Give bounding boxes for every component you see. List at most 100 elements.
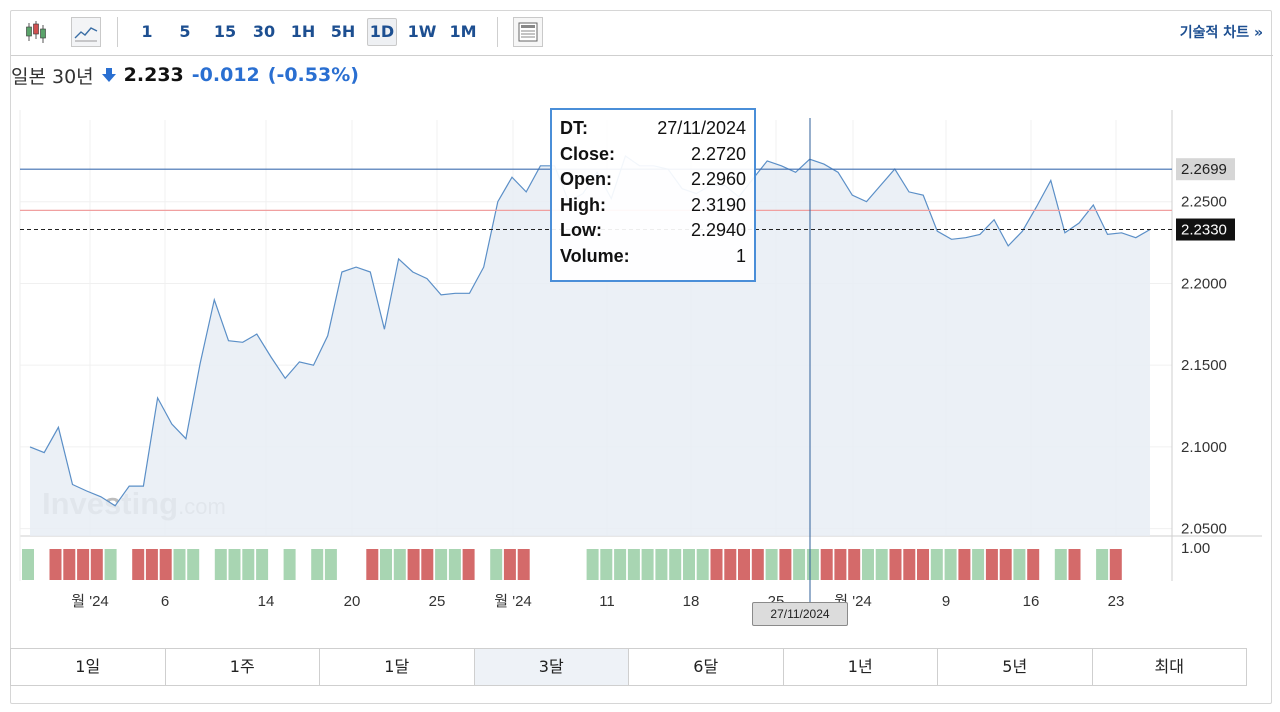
y-tick-label: 2.2500: [1181, 194, 1227, 211]
tooltip-row-dt: DT: 27/11/2024: [560, 118, 746, 138]
volume-bar: [958, 549, 971, 580]
tooltip-row-open: Open: 2.2960: [560, 169, 746, 190]
volume-bar: [641, 549, 654, 580]
range-5y[interactable]: 5년: [938, 649, 1093, 685]
volume-bar: [600, 549, 613, 580]
x-tick-label: 월 '24: [494, 593, 532, 610]
interval-1d[interactable]: 1D: [367, 18, 397, 46]
volume-bar: [104, 549, 117, 580]
interval-5h[interactable]: 5H: [330, 22, 356, 41]
volume-bar: [696, 549, 709, 580]
crosshair-date-label: 27/11/2024: [752, 602, 848, 626]
interval-15[interactable]: 15: [213, 22, 237, 41]
volume-bar: [917, 549, 929, 580]
volume-bar: [503, 549, 516, 580]
volume-bar: [848, 549, 861, 580]
last-price: 2.233: [123, 64, 184, 86]
volume-bar: [324, 549, 337, 580]
volume-bar: [930, 549, 943, 580]
range-3m[interactable]: 3달: [474, 649, 629, 685]
volume-bar: [366, 549, 379, 580]
range-max[interactable]: 최대: [1154, 657, 1184, 676]
volume-bar: [49, 549, 62, 580]
volume-bar: [159, 549, 172, 580]
volume-bar: [806, 549, 819, 580]
volume-bar: [448, 549, 461, 580]
volume-bar: [793, 549, 806, 580]
y-axis: 2.2500 2.2000 2.1500 2.1000 2.0500 2.2699 2.23…: [1176, 158, 1235, 557]
down-arrow-icon: [101, 68, 116, 82]
range-1d[interactable]: 1일: [11, 649, 166, 685]
range-1m[interactable]: 1달: [320, 649, 475, 685]
volume-bar: [710, 549, 723, 580]
volume-bar: [627, 549, 640, 580]
news-overlay-icon[interactable]: [513, 17, 543, 47]
volume-bar: [311, 549, 324, 580]
interval-1w[interactable]: 1W: [407, 22, 437, 41]
interval-1m[interactable]: 1M: [449, 22, 477, 41]
volume-bar: [1096, 549, 1109, 580]
quote-header: 일본 30년 2.233 -0.012 (-0.53%): [11, 60, 359, 90]
chart-widget: 1 5 15 30 1H 5H 1D 1W 1M 기술적 차트 »: [10, 10, 1273, 704]
volume-bar: [875, 549, 888, 580]
range-1w[interactable]: 1주: [166, 649, 320, 685]
tooltip-row-high: High: 2.3190: [560, 194, 746, 215]
volume-bar: [22, 549, 34, 580]
volume-bar: [517, 549, 530, 580]
volume-bar: [90, 549, 103, 580]
technical-chart-link[interactable]: 기술적 차트 »: [1179, 25, 1263, 41]
x-tick-label: 6: [161, 593, 169, 610]
volume-bar: [779, 549, 792, 580]
x-tick-label: 16: [1023, 593, 1040, 610]
x-tick-label: 20: [344, 593, 361, 610]
tooltip-row-volume: Volume: 1: [560, 245, 746, 266]
interval-30[interactable]: 30: [252, 22, 276, 41]
price-area: [30, 156, 1150, 536]
x-tick-label: 14: [258, 593, 275, 610]
price-tag-label: 2.2699: [1181, 161, 1227, 178]
volume-bar: [614, 549, 627, 580]
volume-bar: [765, 549, 778, 580]
toolbar-divider: [497, 17, 498, 47]
volume-bar: [187, 549, 200, 580]
volume-bar: [77, 549, 90, 580]
volume-bar: [944, 549, 957, 580]
x-tick-label: 23: [1108, 593, 1125, 610]
volume-bar: [655, 549, 668, 580]
volume-bar: [435, 549, 448, 580]
volume-bar: [903, 549, 916, 580]
volume-bar: [421, 549, 434, 580]
price-tag-label: 2.2330: [1181, 222, 1227, 239]
volume-bar: [173, 549, 186, 580]
volume-bar: [820, 549, 833, 580]
y-tick-label: 2.0500: [1181, 521, 1227, 538]
x-tick-label: 18: [683, 593, 700, 610]
volume-bar: [228, 549, 241, 580]
y-tick-label: 2.1500: [1181, 357, 1227, 374]
interval-5[interactable]: 5: [179, 22, 191, 41]
y-tick-label: 2.2000: [1181, 275, 1227, 292]
chart-toolbar: 1 5 15 30 1H 5H 1D 1W 1M 기술적 차트 »: [11, 11, 1273, 56]
range-1y[interactable]: 1년: [784, 649, 938, 685]
volume-bar: [256, 549, 269, 580]
volume-bar: [214, 549, 227, 580]
price-change-percent: (-0.53%): [267, 64, 359, 86]
x-tick-label: 11: [599, 593, 615, 610]
volume-bar: [63, 549, 76, 580]
volume-bar: [669, 549, 682, 580]
price-change: -0.012: [191, 64, 260, 86]
volume-bar: [145, 549, 158, 580]
volume-bar: [242, 549, 255, 580]
volume-bar: [1027, 549, 1040, 580]
volume-bar: [462, 549, 475, 580]
candlestick-chart-icon[interactable]: [21, 17, 51, 47]
volume-bar: [985, 549, 998, 580]
interval-1h[interactable]: 1H: [290, 22, 316, 41]
volume-bar: [393, 549, 406, 580]
interval-1[interactable]: 1: [141, 22, 153, 41]
y-tick-label: 2.1000: [1181, 439, 1227, 456]
volume-bar: [1054, 549, 1067, 580]
line-chart-icon[interactable]: [71, 17, 101, 47]
range-6m[interactable]: 6달: [629, 649, 784, 685]
